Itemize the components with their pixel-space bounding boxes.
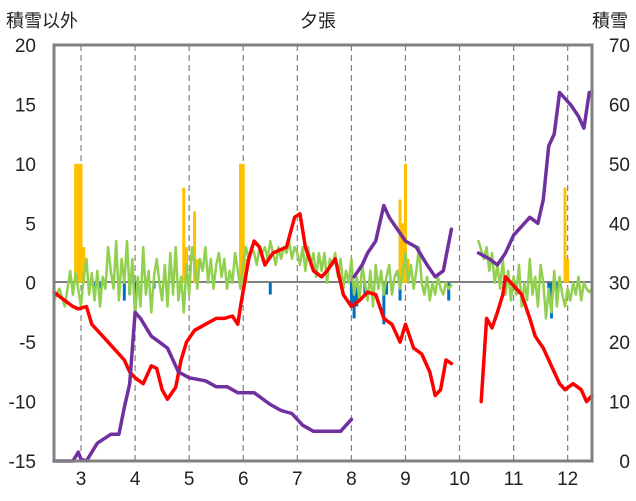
- x-tick-label: 10: [449, 469, 470, 490]
- left-y-tick-label: 0: [25, 274, 36, 295]
- daily_change-line: [52, 239, 594, 320]
- precip_bars-bar: [76, 163, 80, 283]
- precip_bars-bar: [398, 199, 402, 283]
- left-y-tick-label: -15: [9, 452, 36, 473]
- x-tick-label: 7: [292, 469, 303, 490]
- right-y-tick-label: 10: [609, 393, 630, 414]
- negative_bars-bar: [268, 282, 272, 295]
- left-y-tick-label: -10: [9, 393, 36, 414]
- negative_bars-bar: [555, 282, 559, 295]
- left-y-tick-label: -5: [19, 333, 36, 354]
- left-y-tick-label: 15: [15, 95, 36, 116]
- precip_bars-bar: [241, 163, 245, 283]
- x-tick-label: 12: [557, 469, 578, 490]
- precip_bars-bar: [403, 163, 407, 283]
- x-tick-label: 8: [346, 469, 357, 490]
- right-y-tick-label: 60: [609, 95, 630, 116]
- right-y-tick-label: 40: [609, 214, 630, 235]
- right-y-ticks: 70 60 50 40 30 20 10 0: [609, 36, 630, 473]
- x-tick-label: 6: [238, 469, 249, 490]
- negative_bars-bar: [349, 282, 353, 307]
- precip_bars-bar: [563, 187, 567, 283]
- precip_bars-bar: [182, 187, 186, 283]
- left-axis-title: 積雪以外: [6, 11, 78, 31]
- x-tick-label: 11: [504, 469, 524, 490]
- x-tick-label: 4: [130, 469, 141, 490]
- left-y-tick-label: 10: [15, 155, 36, 176]
- right-y-tick-label: 30: [609, 274, 630, 295]
- chart-title: 夕張: [300, 11, 336, 31]
- negative_bars-bar: [355, 282, 359, 307]
- negative_bars-bar: [398, 282, 402, 301]
- right-y-tick-label: 50: [609, 155, 630, 176]
- precip_bars-bar: [193, 211, 197, 283]
- negative_bars-bar: [122, 282, 126, 301]
- left-y-ticks: 20 15 10 5 0 -5 -10 -15: [9, 36, 36, 473]
- line-series: [52, 90, 594, 463]
- precip_bars-bar: [74, 163, 78, 283]
- right-y-tick-label: 20: [609, 333, 630, 354]
- precip_bars-bar: [79, 163, 83, 283]
- precip_bars-bar: [401, 223, 405, 283]
- right-axis-title: 積雪: [592, 11, 628, 31]
- left-y-tick-label: 5: [25, 214, 36, 235]
- precip_bars-bar: [566, 258, 570, 283]
- precip_bars-bar: [195, 258, 199, 283]
- negative_bars-bar: [447, 282, 451, 301]
- x-tick-label: 3: [76, 469, 87, 490]
- negative_bars-bar: [98, 282, 102, 289]
- bar-series: [74, 163, 570, 325]
- plot-frame: [52, 43, 594, 463]
- negative_bars-bar: [352, 282, 356, 319]
- precip_bars-bar: [82, 247, 86, 283]
- x-tick-label: 9: [400, 469, 411, 490]
- negative_bars-bar: [385, 282, 389, 295]
- negative_bars-bar: [547, 282, 551, 289]
- negative_bars-bar: [382, 282, 386, 325]
- precip_bars-bar: [239, 163, 243, 283]
- negative_bars-bar: [93, 282, 97, 289]
- left-y-tick-label: 20: [15, 36, 36, 57]
- right-y-tick-label: 0: [619, 452, 630, 473]
- x-ticks: 3 4 5 6 7 8 9 10 11 12: [76, 469, 578, 490]
- right-y-tick-label: 70: [609, 36, 630, 57]
- snow_depth-line: [52, 90, 594, 463]
- x-tick-label: 5: [184, 469, 195, 490]
